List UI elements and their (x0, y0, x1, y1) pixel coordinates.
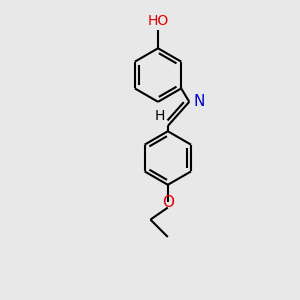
Text: HO: HO (147, 14, 169, 28)
Text: O: O (162, 195, 174, 210)
Text: N: N (193, 94, 205, 109)
Text: H: H (155, 109, 165, 123)
